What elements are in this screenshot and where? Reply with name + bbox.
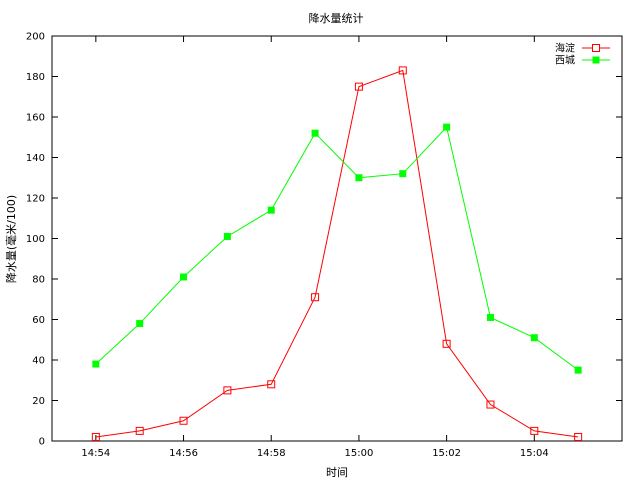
y-axis-title: 降水量(毫米/100) [4,195,18,283]
data-point [92,360,100,368]
y-tick-label: 160 [26,113,45,124]
y-tick-label: 40 [32,356,45,367]
data-point [574,432,583,441]
series-line [95,126,579,371]
series-line [95,69,579,438]
series-layer [91,66,583,441]
x-axis-title: 时间 [326,466,348,479]
chart-title: 降水量统计 [309,11,364,25]
data-point [267,380,276,389]
y-tick-label: 80 [32,275,45,286]
y-tick-label: 120 [26,194,45,205]
data-point [486,313,494,321]
y-tick-label: 200 [26,32,45,43]
x-tick-label: 14:58 [257,448,286,459]
legend-item: 西城 [555,55,610,67]
data-point [574,366,582,374]
data-point [530,334,538,342]
x-tick-label: 14:56 [169,448,198,459]
data-point [135,426,144,435]
legend-swatch-marker [592,44,600,52]
y-tick-label: 180 [26,72,45,83]
data-point [311,293,320,302]
data-point [223,386,232,395]
data-point [398,66,407,75]
legend-label: 海淀 [555,42,575,55]
data-point [443,123,451,131]
data-point [179,416,188,425]
y-tick-label: 60 [32,315,45,326]
legend-label: 西城 [555,55,575,67]
data-point [530,426,539,435]
data-point [354,82,363,91]
y-axis: 0 20 40 60 80 100 120 140 160 180 200 [26,32,622,448]
data-point [180,273,188,281]
x-axis: 14:54 14:56 14:58 15:00 15:02 15:04 [81,36,549,459]
x-tick-label: 15:02 [432,448,461,459]
y-tick-label: 0 [39,437,45,448]
data-point [91,432,100,441]
y-tick-label: 140 [26,153,45,164]
data-point [442,339,451,348]
data-point [223,232,231,240]
x-tick-label: 14:54 [81,448,110,459]
data-point [136,320,144,328]
legend-item: 海淀 [555,42,610,55]
plot-frame [51,35,623,442]
data-point [486,400,495,409]
data-point [399,170,407,178]
x-tick-label: 15:04 [520,448,549,459]
series-1 [91,66,583,441]
y-tick-label: 20 [32,396,45,407]
data-point [311,129,319,137]
series-2 [92,123,582,374]
legend-swatch-marker [592,56,600,64]
x-tick-label: 15:00 [345,448,374,459]
y-tick-label: 100 [26,234,45,245]
data-point [355,174,363,182]
data-point [267,206,275,214]
